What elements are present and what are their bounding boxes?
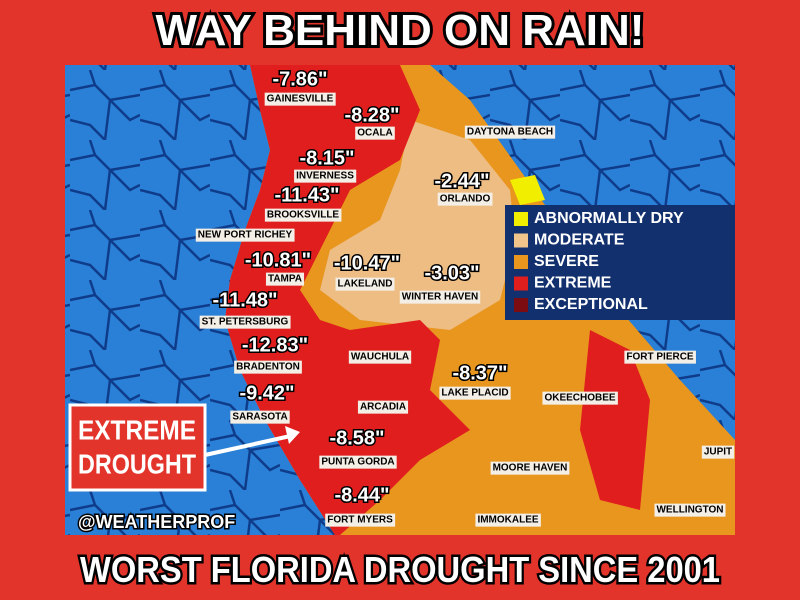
title: WAY BEHIND ON RAIN! xyxy=(156,6,645,55)
city-name-bg xyxy=(439,386,511,400)
legend-label: SEVERE xyxy=(534,253,599,270)
legend-swatch xyxy=(514,298,528,312)
city-name: WINTER HAVEN xyxy=(402,292,478,303)
legend-label: ABNORMALLY DRY xyxy=(534,210,684,227)
rain-deficit: -10.81" xyxy=(245,249,311,271)
legend-label: EXCEPTIONAL xyxy=(534,296,648,313)
city-name-bg xyxy=(234,360,302,374)
city-name: BROOKSVILLE xyxy=(267,210,340,221)
place-name-bg xyxy=(475,513,541,527)
place-name-bg xyxy=(464,125,556,139)
rain-deficit: -8.15" xyxy=(299,147,354,169)
city-name-bg xyxy=(319,455,397,469)
city-name-bg xyxy=(355,126,395,140)
city-name: OCALA xyxy=(357,128,393,139)
city-name-bg xyxy=(265,272,305,286)
place-name-bg xyxy=(654,503,726,517)
rain-deficit: -3.03" xyxy=(424,262,479,284)
city-name-bg xyxy=(335,277,395,291)
city-name-bg xyxy=(437,192,493,206)
legend-label: MODERATE xyxy=(534,232,625,249)
place-name: WAUCHULA xyxy=(351,352,409,363)
legend-swatch xyxy=(514,212,528,226)
legend-label: EXTREME xyxy=(534,275,612,292)
place-name: IMMOKALEE xyxy=(477,515,538,526)
city-name: INVERNESS xyxy=(296,171,354,182)
city-name-bg xyxy=(325,513,396,527)
city-name: ST. PETERSBURG xyxy=(202,317,289,328)
place-name: WELLINGTON xyxy=(656,505,723,516)
place-name: NEW PORT RICHEY xyxy=(198,230,293,241)
city-name: TAMPA xyxy=(268,274,302,285)
place-name: OKEECHOBEE xyxy=(544,393,615,404)
rain-deficit: -12.83" xyxy=(242,334,308,356)
rain-deficit: -10.47" xyxy=(334,252,400,274)
footer: WORST FLORIDA DROUGHT SINCE 2001 xyxy=(80,549,720,590)
callout-arrowhead xyxy=(285,426,300,444)
legend-swatch xyxy=(514,255,528,269)
place-name: MOORE HAVEN xyxy=(493,463,568,474)
city-name-bg xyxy=(294,169,357,183)
region-abnormally-dry xyxy=(510,175,545,205)
legend-swatch xyxy=(514,233,528,248)
place-name-bg xyxy=(701,445,735,459)
callout-text: DROUGHT xyxy=(78,448,196,479)
rain-deficit: -11.48" xyxy=(212,289,277,311)
city-name-bg xyxy=(230,410,290,424)
rain-deficit: -8.28" xyxy=(344,104,399,126)
city-name: FORT MYERS xyxy=(327,515,393,526)
callout-arrow xyxy=(204,433,296,457)
city-name: GAINESVILLE xyxy=(267,94,334,105)
place-name: ARCADIA xyxy=(360,402,406,413)
legend-box xyxy=(505,205,735,320)
rain-deficit: -8.44" xyxy=(334,484,389,506)
handle: @WEATHERPROF xyxy=(78,512,235,532)
city-name: LAKELAND xyxy=(338,279,393,290)
legend-swatch xyxy=(514,276,528,291)
callout-text: EXTREME xyxy=(78,414,196,445)
city-name: LAKE PLACID xyxy=(441,388,508,399)
rain-deficit: -7.86" xyxy=(272,68,327,90)
place-name-bg xyxy=(542,391,618,405)
place-name: FORT PIERCE xyxy=(626,352,694,363)
city-name-bg xyxy=(264,92,336,106)
region-moderate xyxy=(320,120,515,330)
place-name-bg xyxy=(357,400,409,414)
rain-deficit: -2.44" xyxy=(434,170,489,192)
place-name-bg xyxy=(490,461,570,475)
rain-deficit: -8.37" xyxy=(452,362,507,384)
place-name-bg xyxy=(348,350,412,364)
city-name: PUNTA GORDA xyxy=(321,457,394,468)
city-name: SARASOTA xyxy=(232,412,287,423)
place-name-bg xyxy=(624,350,696,364)
rain-deficit: -8.58" xyxy=(329,427,384,449)
city-name-bg xyxy=(264,208,342,222)
place-name-bg xyxy=(195,228,295,242)
place-name: DAYTONA BEACH xyxy=(467,127,553,138)
city-name-bg xyxy=(199,315,291,329)
rain-deficit: -9.42" xyxy=(239,382,294,404)
city-name-bg xyxy=(399,290,481,304)
rain-deficit: -11.43" xyxy=(274,184,339,206)
callout-box xyxy=(68,403,207,492)
region-extreme-east xyxy=(580,330,650,510)
city-name: BRADENTON xyxy=(236,362,300,373)
city-name: ORLANDO xyxy=(440,194,491,205)
place-name: JUPIT xyxy=(704,447,732,458)
